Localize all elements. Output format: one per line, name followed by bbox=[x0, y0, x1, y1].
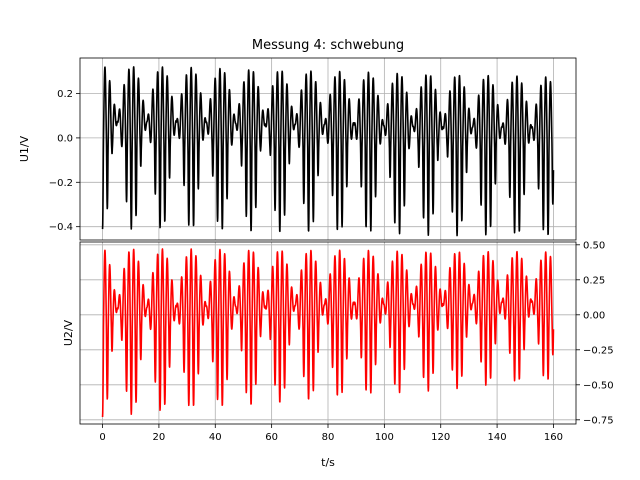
y-tick-label: 0.50 bbox=[583, 240, 605, 251]
y-tick-label: 0.2 bbox=[57, 89, 73, 100]
y-tick-label: −0.2 bbox=[49, 178, 73, 189]
chart-title: Messung 4: schwebung bbox=[252, 38, 404, 53]
x-tick-label: 40 bbox=[209, 432, 222, 443]
x-tick-label: 0 bbox=[99, 432, 105, 443]
y-tick-label: −0.50 bbox=[583, 380, 614, 391]
y-tick-label: 0.0 bbox=[57, 133, 73, 144]
y-tick-label: −0.25 bbox=[583, 345, 614, 356]
y-axis-label: U2/V bbox=[62, 319, 75, 346]
x-tick-label: 100 bbox=[375, 432, 394, 443]
series-line-0-0 bbox=[101, 66, 555, 237]
y-tick-label: 0.25 bbox=[583, 275, 605, 286]
x-tick-label: 140 bbox=[488, 432, 507, 443]
x-tick-label: 160 bbox=[544, 432, 563, 443]
x-tick-label: 120 bbox=[431, 432, 450, 443]
x-tick-label: 80 bbox=[322, 432, 335, 443]
series-line-1-0 bbox=[101, 248, 555, 418]
y-tick-label: −0.4 bbox=[49, 222, 73, 233]
x-tick-label: 60 bbox=[265, 432, 278, 443]
x-tick-label: 20 bbox=[153, 432, 166, 443]
bottom-panel: −0.75 −0.50 −0.25 0.00 0.25 0.50 U2/V 0 20 40 60 80… bbox=[62, 240, 614, 443]
top-panel: −0.4 −0.2 0.0 0.2 U1/V bbox=[18, 57, 577, 241]
x-axis-label: t/s bbox=[321, 456, 335, 469]
y-tick-label: 0.00 bbox=[583, 310, 605, 321]
y-tick-label: −0.75 bbox=[583, 415, 614, 426]
axes-frame bbox=[79, 57, 577, 241]
y-axis-label: U1/V bbox=[18, 135, 31, 162]
